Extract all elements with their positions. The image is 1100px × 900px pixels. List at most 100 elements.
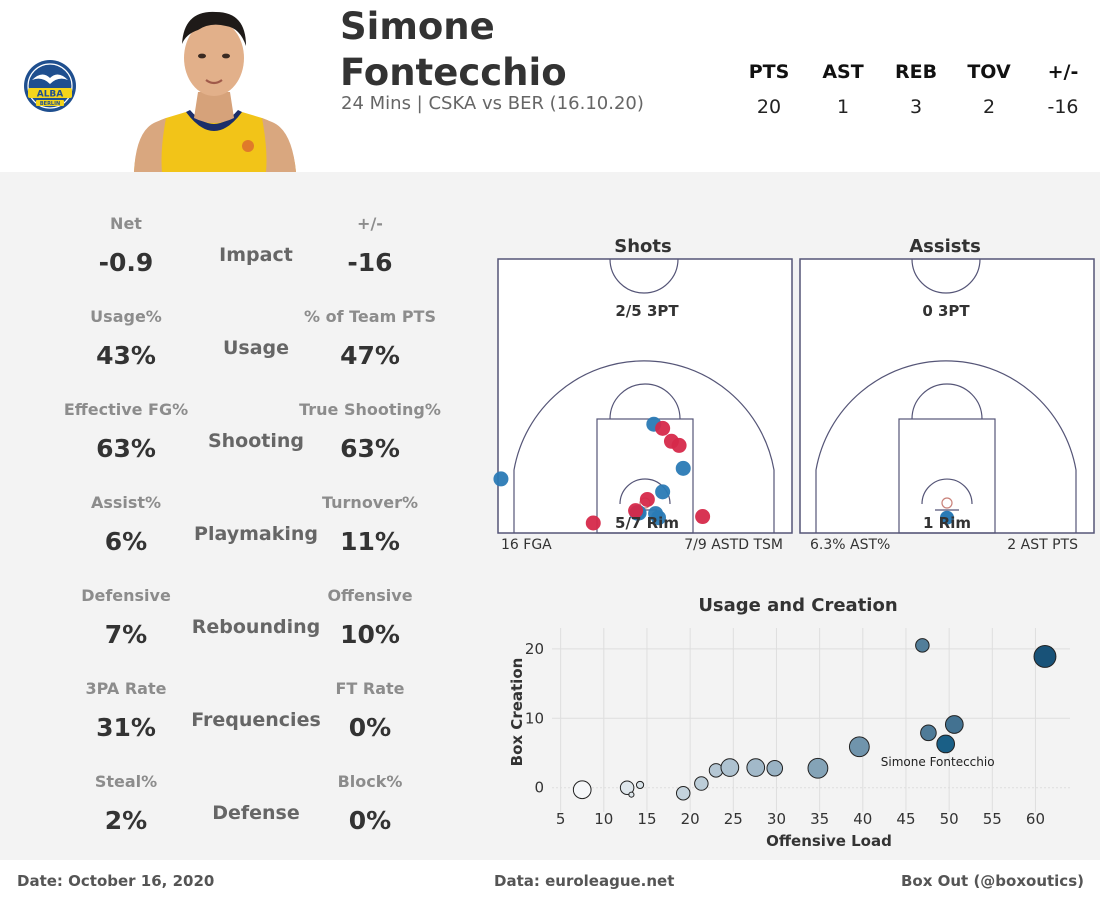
x-tick-label: 20 [681,810,700,828]
stat-left-label: Defensive [81,586,171,605]
header: ALBA BERLIN Simone Fontecchio 24 Mins | … [0,0,1100,172]
shot-dot-missed [671,437,687,453]
stat-left-label: Usage% [90,307,162,326]
free-throw-arc [609,383,681,420]
box-value-ast: 1 [836,96,850,118]
stats-panel: Net -0.9 Impact +/- -16 Usage% 43% Usage… [0,172,1100,860]
x-axis-label: Offensive Load [766,832,892,850]
usage-creation-chart: Usage and Creation 5 10 15 20 25 30 35 40 45 50 55… [508,595,1070,850]
shot-dot-made [493,471,509,487]
footer-date: Date: October 16, 2020 [17,872,215,890]
shots-bottom-right: 7/9 ASTD TSM [684,537,783,553]
stat-left-value: 63% [96,434,156,463]
assist-dots [940,510,954,525]
box-value-pts: 20 [756,96,782,118]
stat-right-value: 63% [340,434,400,463]
free-throw-arc [911,383,983,420]
chart-annotation: Simone Fontecchio [881,755,995,769]
y-tick-label: 10 [525,709,544,727]
box-value-plus-minus: -16 [1047,96,1079,118]
shots-title: Shots [614,236,671,257]
assists-bottom-left: 6.3% AST% [810,537,890,553]
box-label-plus-minus: +/- [1047,61,1079,83]
stat-right-label: % of Team PTS [304,307,436,326]
box-label-reb: REB [894,61,938,83]
stat-category: Rebounding [191,616,321,638]
x-tick-label: 55 [983,810,1002,828]
paint [898,418,996,534]
x-tick-label: 25 [724,810,743,828]
player-photo [134,11,296,172]
three-point-arc [513,360,775,533]
scatter-point [915,638,930,653]
stat-right-label: Turnover% [321,493,419,512]
center-circle [609,258,679,294]
shot-dot-made [675,460,691,476]
stat-right-value: -16 [347,248,393,277]
shot-dot-made [651,510,667,526]
shot-dot-missed [655,420,671,436]
scatter-point [619,780,635,795]
scatter-point [628,791,635,798]
stat-row-frequencies: 3PA Rate 31% Frequencies FT Rate 0% [0,677,490,767]
stat-row-shooting: Effective FG% 63% Shooting True Shooting… [0,398,490,488]
three-point-arc [815,360,1077,533]
scatter-point [848,736,870,758]
shots-top-label: 2/5 3PT [615,302,679,320]
scatter-point [1033,645,1057,668]
paint [596,418,694,534]
y-axis-label: Box Creation [508,658,526,767]
shots-bottom-left: 16 FGA [501,537,552,553]
scatter-point [746,758,766,777]
player-name: Simone Fontecchio [340,5,567,94]
restricted-arc [921,478,973,505]
x-tick-label: 35 [810,810,829,828]
stat-right-label: True Shooting% [299,400,441,419]
scatter-point [675,786,691,801]
stat-row-impact: Net -0.9 Impact +/- -16 [0,212,490,302]
assists-court: Assists 0 3PT 1 Rim 6.3% AST% 2 AST PTS [799,236,1095,553]
assists-title: Assists [909,236,981,257]
stat-right-value: 47% [340,341,400,370]
x-tick-label: 10 [594,810,613,828]
assists-top-label: 0 3PT [922,302,970,320]
grid [552,628,1070,812]
svg-text:BERLIN: BERLIN [40,101,60,107]
shot-dot-missed [585,515,601,531]
box-value-reb: 3 [909,96,923,118]
stat-right-value: 0% [348,713,392,742]
scatter-points [572,638,1057,801]
footer: Date: October 16, 2020 Data: euroleague.… [0,860,1100,900]
hoop [941,497,953,509]
x-tick-label: 30 [767,810,786,828]
scatter-point [807,757,829,779]
scatter-point [766,759,784,777]
footer-credit: Box Out (@boxoutics) [900,872,1084,890]
footer-source: Data: euroleague.net [494,872,675,890]
stat-right-value: 0% [348,806,392,835]
box-label-ast: AST [822,61,864,83]
x-tick-label: 40 [853,810,872,828]
stat-left-label: 3PA Rate [85,679,167,698]
stat-left-value: 31% [96,713,156,742]
stat-left-value: 6% [104,527,148,556]
shot-dot-missed [639,491,655,507]
stat-left-label: Net [110,214,142,233]
stat-right-label: Offensive [327,586,413,605]
scatter-point [720,758,740,777]
stat-right-label: Block% [337,772,403,791]
charts-area: Shots 2/5 3PT 5/7 Rim 16 FGA 7/9 ASTD TS… [493,236,1095,850]
alba-berlin-logo: ALBA BERLIN [24,60,76,112]
stat-right-label: FT Rate [335,679,405,698]
stat-category: Impact [219,244,293,266]
x-tick-label: 45 [896,810,915,828]
assists-bottom-right: 2 AST PTS [1007,537,1078,553]
scatter-point [572,780,592,800]
stat-left-value: -0.9 [98,248,154,277]
stat-row-playmaking: Assist% 6% Playmaking Turnover% 11% [0,491,490,581]
stat-category: Playmaking [194,523,318,545]
scatter-point [635,780,645,790]
stat-right-value: 11% [340,527,400,556]
svg-text:ALBA: ALBA [37,90,64,100]
stat-left-label: Steal% [94,772,158,791]
